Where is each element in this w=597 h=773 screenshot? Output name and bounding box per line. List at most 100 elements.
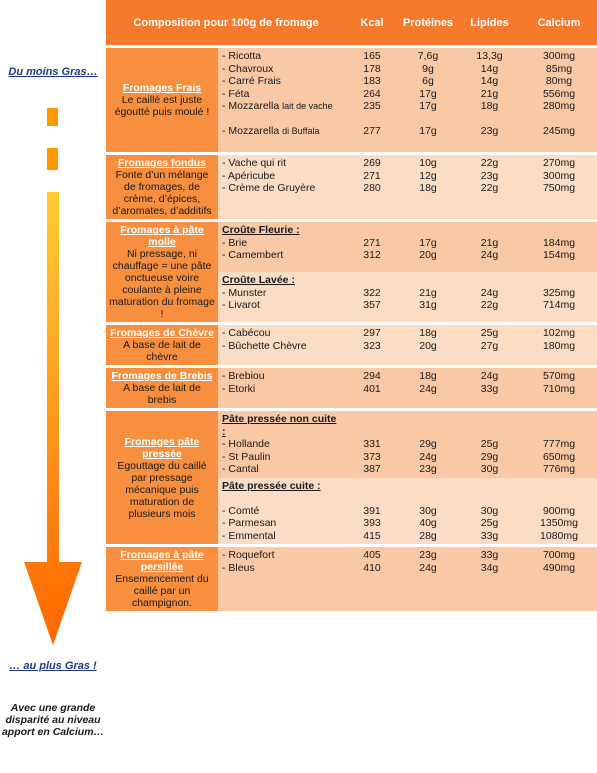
lipides-cell: 30g 25g 33g <box>458 477 521 544</box>
fat-gradient-arrow <box>24 192 82 645</box>
proteines-value: 17g <box>419 100 437 112</box>
cheese-name: - Hollande <box>222 438 270 450</box>
header-composition: Composition pour 100g de fromage <box>106 0 346 45</box>
header-lipides: Lipides <box>458 0 521 45</box>
cheese-name: - Apéricube <box>222 169 276 182</box>
kcal-value: 271 <box>363 169 381 182</box>
kcal-cell: 269 271 280 <box>346 155 398 219</box>
kcal-value: 387 <box>363 463 381 475</box>
kcal-value: 322 <box>363 286 381 299</box>
cheese-name: - Bleus <box>222 561 255 574</box>
lipides-value: 33g <box>480 382 499 395</box>
proteines-value: 21g <box>419 286 437 299</box>
cheese-name: - Camembert <box>222 249 284 261</box>
kcal-cell: 271 312 <box>346 222 398 272</box>
least-fat-label: Du moins Gras… <box>8 66 98 78</box>
cheese-name: - Chavroux <box>222 62 274 75</box>
cheese-names-cell: - Ricotta - Chavroux - Carré Frais - Féta - … <box>218 48 346 152</box>
lipides-cell: 24g 22g <box>458 272 521 322</box>
header-calcium: Calcium <box>521 0 597 45</box>
spacer <box>350 413 394 438</box>
spacer <box>350 224 394 237</box>
calcium-value: 102mg <box>542 327 576 339</box>
lipides-cell: 25g 27g <box>458 325 521 365</box>
most-fat-label: … au plus Gras ! <box>9 660 97 672</box>
kcal-cell: 165 178 183 264 235 277 <box>346 48 398 152</box>
lipides-value: 18g <box>480 100 499 112</box>
spacer <box>462 224 517 237</box>
calcium-cell: 300mg 85mg 80mg 556mg 280mg 245mg <box>521 48 597 152</box>
kcal-cell: 322 357 <box>346 272 398 322</box>
category-cell: Fromages de Chèvre A base de lait de chèv… <box>106 325 218 365</box>
lipides-value: 13,3g <box>476 50 503 62</box>
kcal-value: 405 <box>363 549 381 561</box>
table-row: Fromages Frais Le caillé est juste égoutt… <box>106 48 597 152</box>
lipides-cell: 13,3g 14g 14g 21g 18g 23g <box>458 48 521 152</box>
kcal-cell: 331 373 387 <box>346 411 398 478</box>
spacer <box>402 274 454 287</box>
lipides-value: 21g <box>480 87 499 100</box>
calcium-cell: 102mg 180mg <box>521 325 597 365</box>
table-row: Fromages pâte pressée Egouttage du caillé… <box>106 411 597 544</box>
lipides-value: 21g <box>480 236 499 249</box>
cheese-name: - Etorki <box>222 382 256 395</box>
table-row: Fromages à pâte molle Ni pressage, ni cha… <box>106 222 597 322</box>
cheese-name: - Bûchette Chèvre <box>222 339 307 352</box>
kcal-value: 415 <box>363 529 381 542</box>
kcal-value: 323 <box>363 339 381 352</box>
calcium-cell: 184mg 154mg <box>521 222 597 272</box>
cheese-names-cell: - Brebiou - Etorki <box>218 368 346 408</box>
category-cell: Fromages fondus Fonte d’un mélange de fro… <box>106 155 218 219</box>
calcium-value: 777mg <box>542 438 576 450</box>
proteines-cell: 10g 12g 18g <box>398 155 458 219</box>
kcal-value: 297 <box>363 327 381 339</box>
table-row: Pâte pressée cuite : - Comté - Parmesan - E… <box>106 477 597 544</box>
kcal-value: 393 <box>363 517 381 529</box>
kcal-value: 277 <box>363 125 381 137</box>
calcium-value: 80mg <box>545 75 573 87</box>
kcal-value: 165 <box>363 50 381 62</box>
category-name: Fromages à pâte persillée <box>120 549 204 573</box>
category-name: Fromages de Chèvre <box>110 327 214 339</box>
calcium-value: 776mg <box>542 463 576 475</box>
lipides-cell: 24g 33g <box>458 368 521 408</box>
lipides-value: 14g <box>480 62 499 75</box>
cheese-name: - Roquefort <box>222 549 275 561</box>
proteines-value: 31g <box>419 299 437 311</box>
spacer <box>525 224 593 237</box>
lipides-cell: 22g 23g 22g <box>458 155 521 219</box>
lipides-value: 23g <box>480 125 499 137</box>
calcium-value: 280mg <box>542 100 576 112</box>
cheese-name: - Brie <box>222 236 248 249</box>
spacer <box>525 413 593 438</box>
lipides-value: 30g <box>480 504 499 517</box>
table-row: Fromages à pâte persillée Ensemencement d… <box>106 547 597 611</box>
category-description: A base de lait de chèvre <box>123 339 201 363</box>
cheese-name: - Mozzarella di Buffala <box>222 125 320 137</box>
lipides-value: 22g <box>480 299 499 311</box>
kcal-cell: 405 410 <box>346 547 398 611</box>
calcium-value: 650mg <box>542 450 576 463</box>
proteines-value: 30g <box>419 504 437 517</box>
kcal-value: 178 <box>363 62 381 75</box>
kcal-cell: 297 323 <box>346 325 398 365</box>
cheese-name: - Carré Frais <box>222 75 281 87</box>
calcium-value: 1080mg <box>540 529 578 542</box>
cheese-names-cell: Pâte pressée cuite : - Comté - Parmesan - E… <box>218 477 346 544</box>
kcal-value: 410 <box>363 561 381 574</box>
cheese-name: - Livarot <box>222 299 260 311</box>
lipides-value: 22g <box>480 182 499 194</box>
proteines-value: 10g <box>419 157 437 169</box>
proteines-value: 12g <box>419 169 437 182</box>
proteines-value: 24g <box>419 382 437 395</box>
calcium-cell: 900mg 1350mg 1080mg <box>521 477 597 544</box>
kcal-value: 269 <box>363 157 381 169</box>
table-row: Fromages de Chèvre A base de lait de chèv… <box>106 325 597 365</box>
row-separator <box>106 408 597 411</box>
cheese-names-cell: - Cabécou - Bûchette Chèvre <box>218 325 346 365</box>
lipides-cell: 25g 29g 30g <box>458 411 521 478</box>
calcium-value: 700mg <box>542 549 576 561</box>
row-separator <box>106 544 597 547</box>
lipides-value: 25g <box>480 517 499 529</box>
kcal-value: 294 <box>363 370 381 382</box>
